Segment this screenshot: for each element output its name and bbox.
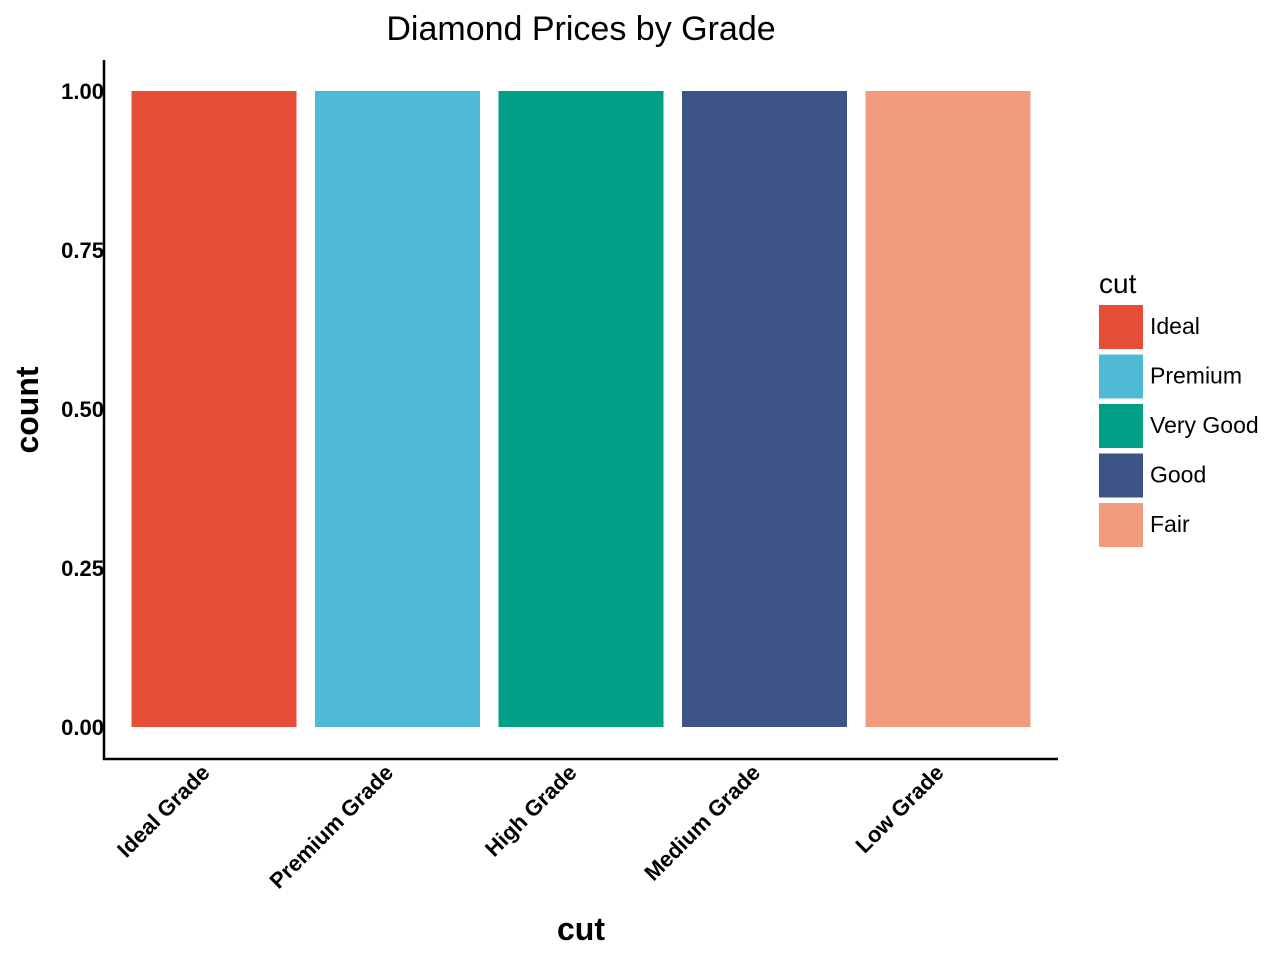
x-tick-label: Medium Grade <box>639 760 765 886</box>
y-tick-label: 1.00 <box>61 79 104 104</box>
x-tick-label: Low Grade <box>850 760 948 858</box>
y-axis-ticks: 0.00 0.25 0.50 0.75 1.00 <box>61 79 104 740</box>
x-tick-label: Premium Grade <box>265 760 399 894</box>
bar-ideal-grade <box>131 91 297 727</box>
legend-label: Ideal <box>1150 313 1200 339</box>
y-tick-label: 0.50 <box>61 397 104 422</box>
legend-swatch <box>1099 404 1143 448</box>
legend-swatch <box>1099 305 1143 349</box>
chart-title: Diamond Prices by Grade <box>386 10 775 48</box>
legend-swatch <box>1099 354 1143 399</box>
y-tick-label: 0.75 <box>61 238 104 263</box>
bars-group <box>131 91 1031 727</box>
legend: cut Ideal Premium Very Good Good Fair <box>1099 268 1259 547</box>
bar-high-grade <box>498 91 664 727</box>
y-axis-title: count <box>9 366 45 453</box>
legend-label: Very Good <box>1150 412 1259 438</box>
bar-low-grade <box>865 91 1031 727</box>
legend-label: Good <box>1150 462 1206 488</box>
legend-title: cut <box>1099 268 1137 299</box>
x-tick-label: High Grade <box>480 760 582 862</box>
y-tick-label: 0.00 <box>61 715 104 740</box>
legend-label: Premium <box>1150 363 1242 389</box>
legend-label: Fair <box>1150 511 1190 537</box>
bar-medium-grade <box>682 91 847 727</box>
legend-swatch <box>1099 453 1143 498</box>
x-tick-label: Ideal Grade <box>112 760 214 862</box>
bar-premium-grade <box>315 91 480 727</box>
y-tick-label: 0.25 <box>61 556 104 581</box>
x-axis-title: cut <box>557 911 605 947</box>
legend-swatch <box>1099 503 1143 547</box>
x-axis-ticks: Ideal Grade Premium Grade High Grade Medium… <box>112 760 948 894</box>
